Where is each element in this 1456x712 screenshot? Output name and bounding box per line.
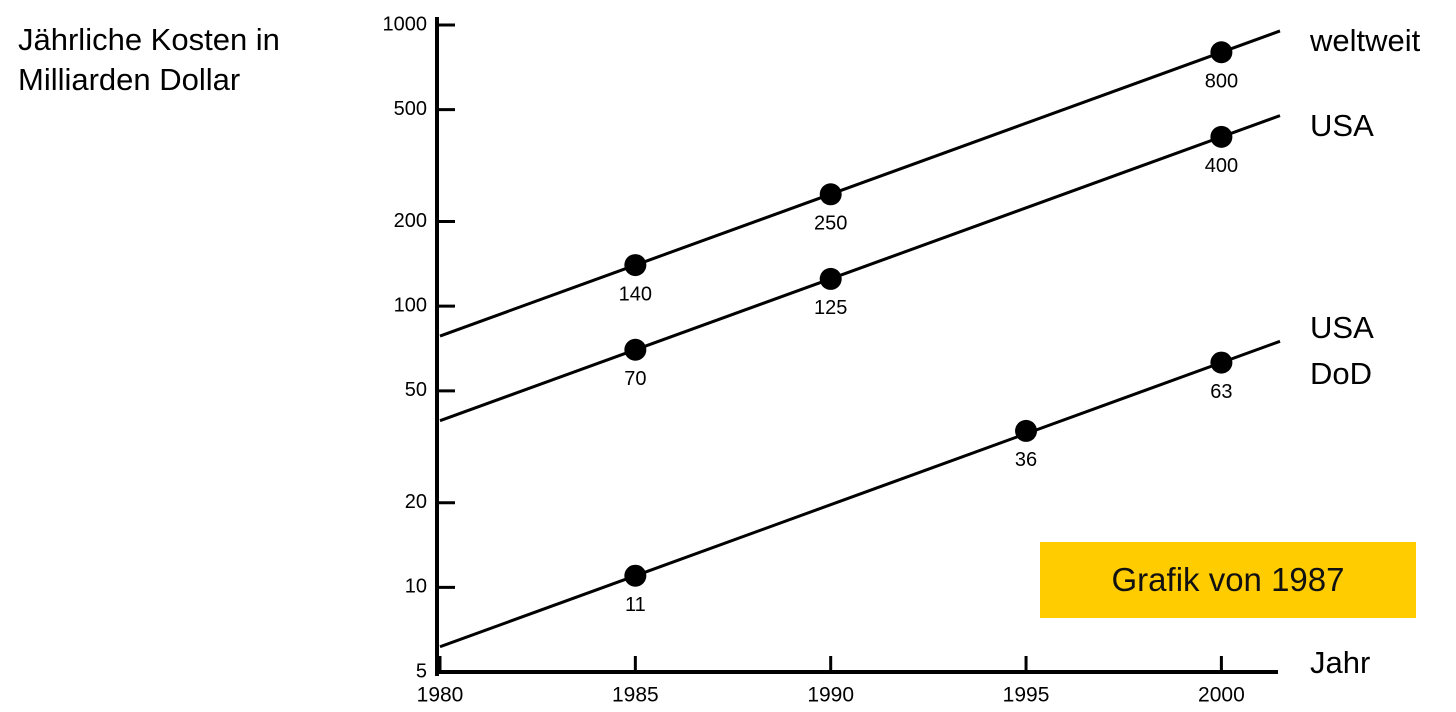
x-tick-label: 1980 (417, 684, 464, 707)
y-tick-label: 200 (394, 210, 427, 232)
y-tick-label: 500 (394, 98, 427, 120)
data-point (819, 183, 842, 206)
y-tick-label: 10 (405, 576, 427, 598)
series-label: USA DoD (1310, 310, 1373, 392)
trend-line (439, 339, 1281, 649)
y-tick-label: 5 (416, 660, 427, 682)
y-tick-label: 1000 (383, 13, 428, 35)
trend-line (439, 29, 1281, 338)
value-label: 63 (1210, 381, 1232, 403)
x-tick-label: 1995 (1003, 684, 1050, 707)
data-point (1015, 419, 1038, 442)
value-label: 11 (625, 594, 646, 616)
data-point (624, 564, 647, 587)
y-tick-label: 20 (405, 491, 427, 513)
value-label: 70 (624, 368, 646, 390)
data-point (1210, 41, 1233, 64)
y-tick-label: 50 (405, 379, 427, 401)
annotation: Grafik von 1987 (1040, 542, 1416, 618)
y-tick-label: 100 (394, 294, 427, 316)
x-tick-label: 2000 (1198, 684, 1245, 707)
data-point (624, 254, 647, 277)
x-axis-label: Jahr (1310, 645, 1371, 680)
data-point (624, 338, 647, 361)
value-label: 250 (814, 213, 847, 235)
value-label: 400 (1205, 155, 1238, 177)
series-label: USA (1310, 107, 1374, 143)
value-label: 125 (814, 297, 847, 319)
value-label: 36 (1015, 449, 1037, 471)
series-label: weltweit (1310, 22, 1421, 58)
data-point (1210, 351, 1233, 374)
data-point (819, 267, 842, 290)
trend-line (439, 114, 1281, 423)
data-point (1210, 125, 1233, 148)
value-label: 140 (619, 283, 652, 305)
x-tick-label: 1990 (807, 684, 854, 707)
y-axis-label: Jährliche Kosten in Milliarden Dollar (18, 22, 280, 97)
value-label: 800 (1205, 71, 1238, 93)
x-tick-label: 1985 (612, 684, 659, 707)
